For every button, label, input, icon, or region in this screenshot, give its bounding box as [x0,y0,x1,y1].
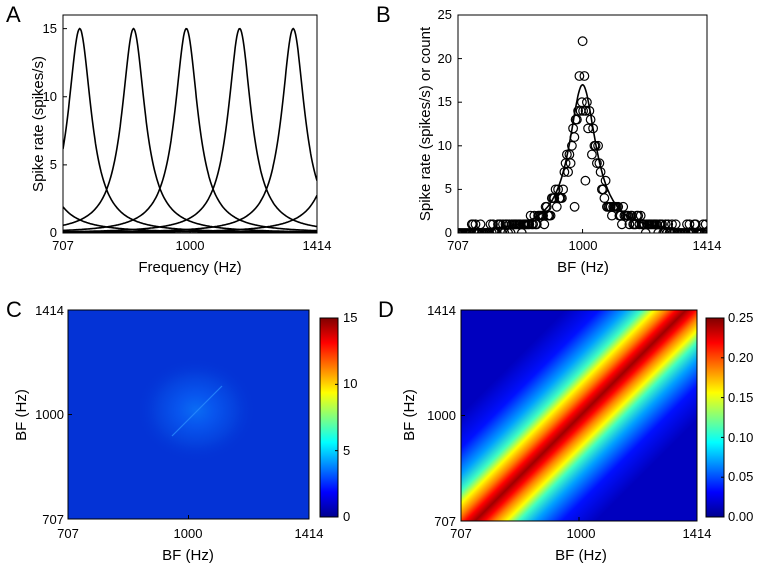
axes-box-a [62,14,318,234]
heatmap-c-center-blob [136,358,256,462]
xtick-b-707: 707 [447,238,469,253]
cbtick-c-0: 0 [343,509,350,524]
ytick-b-20: 20 [438,51,452,66]
cbtick-c-5: 5 [343,443,350,458]
xtick-b-1414: 1414 [693,238,722,253]
xlabel-b: BF (Hz) [557,259,609,276]
cbtick-d-020: 0.20 [728,350,753,365]
ytick-a-5: 5 [50,157,57,172]
panel-label-a: A [6,2,21,27]
scatter-point [551,201,562,212]
cbtick-d-0: 0.00 [728,509,753,524]
ytick-b-0: 0 [445,225,452,240]
ytick-d-707: 707 [434,514,456,529]
ticks-b [457,14,708,234]
tuning-curve-4 [63,27,317,232]
colorbar-ticks-d [721,317,724,518]
scatter-point [617,219,627,230]
heatmap-c-diagonal [171,385,223,437]
panel-b: B 707 1000 1414 0 5 10 15 20 25 BF (Hz) … [376,2,721,276]
fit-curve-line [458,83,707,232]
xtick-a-707: 707 [52,238,74,253]
scatter-outlier-0 [577,36,588,47]
scatter-point [558,184,568,195]
scatter-point [702,228,707,233]
xtick-d-1000: 1000 [567,526,596,541]
xtick-d-707: 707 [450,526,472,541]
ylabel-c: BF (Hz) [13,389,30,441]
panel-c: C 707 1000 1414 707 1000 1414 BF (Hz) BF… [6,297,357,564]
scatter-point [539,219,550,230]
xlabel-c: BF (Hz) [162,547,214,564]
scatter-point [592,158,602,169]
axes-box-b [457,14,708,234]
tuning-curve-3 [63,27,317,233]
ticks-a [62,28,318,234]
ylabel-b: Spike rate (spikes/s) or count [417,26,434,221]
ytick-b-15: 15 [438,94,452,109]
scatter-outlier-2 [580,175,591,186]
heatmap-d [461,310,697,521]
cbtick-c-15: 15 [343,310,357,325]
scatter-point [545,210,556,221]
ylabel-d: BF (Hz) [401,389,418,441]
ytick-a-10: 10 [43,89,57,104]
scatter-point [587,149,597,160]
panel-label-c: C [6,297,22,322]
ytick-b-10: 10 [438,138,452,153]
xtick-c-1414: 1414 [295,526,324,541]
xlabel-a: Frequency (Hz) [138,259,241,276]
ytick-a-15: 15 [43,21,57,36]
xtick-a-1414: 1414 [303,238,332,253]
scatter-point [573,105,583,116]
ytick-a-0: 0 [50,225,57,240]
ytick-b-25: 25 [438,7,452,22]
ylabel-a: Spike rate (spikes/s) [30,56,47,192]
xtick-a-1000: 1000 [176,238,205,253]
scatter-point [565,158,576,169]
cbtick-d-010: 0.10 [728,430,753,445]
heatmap-d-band [461,310,697,521]
scatter-point [578,105,588,116]
ticks-c [67,309,310,520]
ticks-d [460,309,698,522]
scatter-point [567,140,577,151]
scatter-point [593,140,603,151]
xtick-d-1414: 1414 [683,526,712,541]
panel-label-d: D [378,297,394,322]
panel-d: D 707 1000 1414 707 1000 1414 BF (Hz) BF… [378,297,753,564]
fit-curve-b [458,83,707,232]
ytick-c-1000: 1000 [35,407,64,422]
colorbar-ticks-c [335,317,338,518]
xtick-b-1000: 1000 [569,238,598,253]
cbtick-d-005: 0.05 [728,469,753,484]
ytick-b-5: 5 [445,181,452,196]
colorbar-d [705,317,725,518]
panel-a: A 707 1000 1414 0 5 10 15 Frequency (Hz)… [6,2,331,276]
xtick-c-707: 707 [57,526,79,541]
xtick-c-1000: 1000 [174,526,203,541]
tuning-curve-5 [63,27,317,233]
ytick-c-1414: 1414 [35,303,64,318]
cbtick-c-10: 10 [343,376,357,391]
scatter-point [574,71,585,81]
ytick-c-707: 707 [42,512,64,527]
ytick-d-1000: 1000 [427,408,456,423]
scatter-outlier-1 [569,201,580,212]
scatter-point [599,193,610,204]
ytick-d-1414: 1414 [427,303,456,318]
cbtick-d-025: 0.25 [728,310,753,325]
xlabel-d: BF (Hz) [555,547,607,564]
scatter-point [579,71,590,81]
colorbar-c [319,317,339,518]
panel-label-b: B [376,2,391,27]
cbtick-d-015: 0.15 [728,390,753,405]
